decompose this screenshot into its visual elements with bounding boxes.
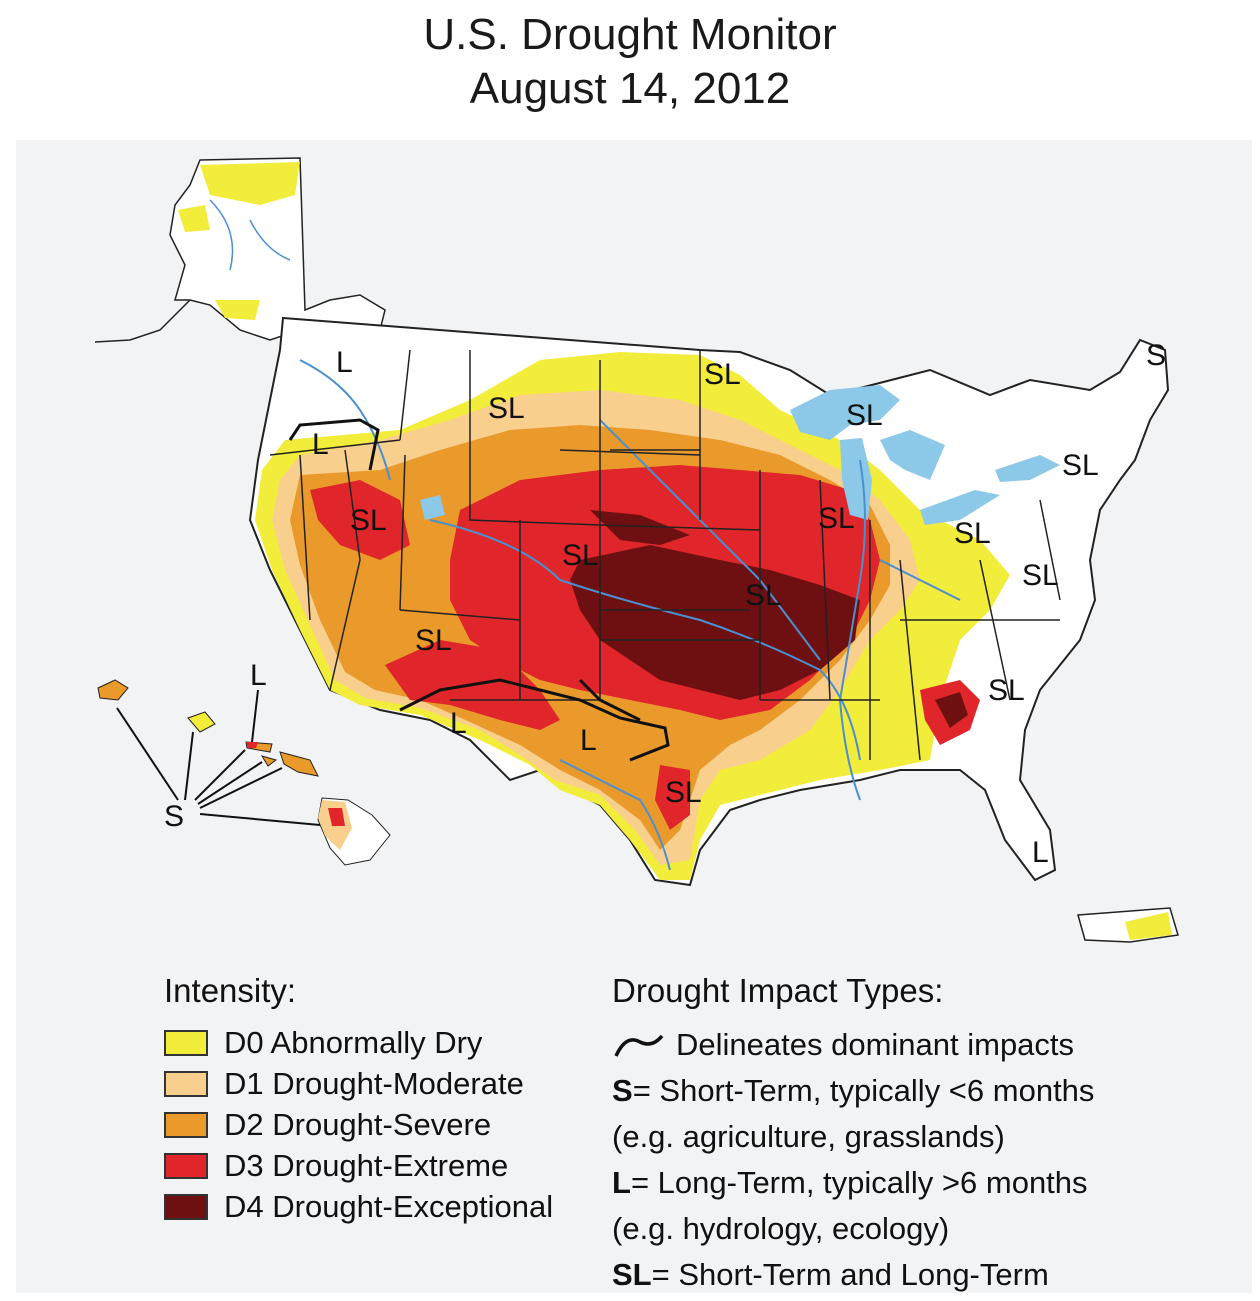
delineates-text: Delineates dominant impacts	[676, 1027, 1075, 1062]
label-sl-newengland: SL	[1062, 449, 1099, 482]
alaska-d0-north	[200, 162, 300, 205]
swatch-d4	[164, 1193, 208, 1220]
label-l-hawaii: L	[250, 659, 267, 692]
label-sl-nevada: SL	[350, 504, 387, 537]
impact-labels: L L SL SL SL SL S SL SL SL SL SL SL SL S…	[164, 339, 1166, 869]
alaska	[94, 157, 386, 343]
impact-line-long: L= Long-Term, typically >6 months	[612, 1160, 1094, 1206]
river-mississippi	[838, 459, 866, 801]
zone-d4	[570, 545, 860, 700]
short-term-text: = Short-Term, typically <6 months	[632, 1073, 1095, 1108]
label-sl-midatlantic: SL	[1022, 559, 1059, 592]
legend-row-d2: D2 Drought-Severe	[164, 1104, 553, 1145]
short-long-text: = Short-Term and Long-Term	[651, 1257, 1049, 1292]
short-long-key: SL	[612, 1257, 652, 1292]
legend-row-d4: D4 Drought-Exceptional	[164, 1186, 553, 1227]
legend-label-d1: D1 Drought-Moderate	[224, 1065, 524, 1101]
label-sl-colorado: SL	[562, 539, 599, 572]
legend-label-d2: D2 Drought-Severe	[224, 1106, 492, 1142]
legend-label-d0: D0 Abnormally Dry	[224, 1024, 483, 1060]
great-salt-lake	[420, 495, 445, 520]
lake-ontario	[995, 455, 1060, 482]
impact-types-heading: Drought Impact Types:	[612, 972, 944, 1009]
label-sl-greatlakes: SL	[846, 399, 883, 432]
impact-line-short-example: (e.g. agriculture, grasslands)	[612, 1114, 1094, 1160]
long-term-text: = Long-Term, typically >6 months	[630, 1165, 1088, 1200]
label-sl-missouri: SL	[745, 579, 782, 612]
contiguous-us	[248, 316, 1170, 887]
swatch-d1	[164, 1070, 208, 1097]
label-sl-ohio: SL	[954, 517, 991, 550]
label-s-maine: S	[1146, 339, 1166, 372]
impact-types-legend: Drought Impact Types: Delineates dominan…	[612, 972, 1094, 1298]
legend-row-d1: D1 Drought-Moderate	[164, 1063, 553, 1104]
intensity-legend: Intensity: D0 Abnormally Dry D1 Drought-…	[164, 972, 553, 1227]
title-line-1: U.S. Drought Monitor	[423, 10, 837, 59]
impact-boundaries	[288, 418, 670, 762]
lake-erie	[920, 490, 1000, 525]
swatch-d3	[164, 1152, 208, 1179]
lake-superior	[790, 385, 900, 440]
label-sl-arizona: SL	[415, 624, 452, 657]
impact-line-short: S= Short-Term, typically <6 months	[612, 1068, 1094, 1114]
short-term-key: S	[612, 1073, 633, 1108]
label-l-texas: L	[580, 724, 597, 757]
river-main	[429, 519, 861, 761]
impact-line-sl: SL= Short-Term and Long-Term	[612, 1252, 1094, 1298]
hawaii	[97, 679, 391, 866]
legend-row-d3: D3 Drought-Extreme	[164, 1145, 553, 1186]
label-l-florida: L	[1032, 836, 1049, 869]
label-sl-texas: SL	[665, 776, 702, 809]
long-term-example: (e.g. hydrology, ecology)	[612, 1211, 950, 1246]
label-l-newmexico: L	[450, 707, 467, 740]
legend-label-d4: D4 Drought-Exceptional	[224, 1188, 554, 1224]
impact-line-delineates: Delineates dominant impacts	[612, 1022, 1094, 1068]
map-title: U.S. Drought Monitor August 14, 2012	[0, 8, 1260, 116]
puerto-rico	[1077, 907, 1179, 943]
label-s-hawaii: S	[164, 800, 184, 833]
label-sl-montana: SL	[488, 392, 525, 425]
short-term-example: (e.g. agriculture, grasslands)	[612, 1119, 1005, 1154]
state-borders	[269, 349, 1061, 761]
river-missouri	[599, 419, 821, 661]
delineation-curve-icon	[614, 1034, 664, 1057]
legend-label-d3: D3 Drought-Extreme	[224, 1147, 509, 1183]
long-term-key: L	[612, 1165, 631, 1200]
label-sl-northdakota: SL	[704, 358, 741, 391]
label-l-oregon: L	[312, 428, 329, 461]
swatch-d2	[164, 1111, 208, 1138]
zone-d3-nevada	[310, 480, 410, 560]
title-line-2: August 14, 2012	[469, 64, 791, 113]
legend-row-d0: D0 Abnormally Dry	[164, 1022, 553, 1063]
label-l-washington: L	[336, 346, 353, 379]
swatch-d0	[164, 1029, 208, 1056]
intensity-heading: Intensity:	[164, 972, 297, 1009]
label-sl-iowa: SL	[818, 502, 855, 535]
label-sl-carolinas: SL	[988, 674, 1025, 707]
lake-huron	[880, 430, 945, 480]
impact-line-long-example: (e.g. hydrology, ecology)	[612, 1206, 1094, 1252]
